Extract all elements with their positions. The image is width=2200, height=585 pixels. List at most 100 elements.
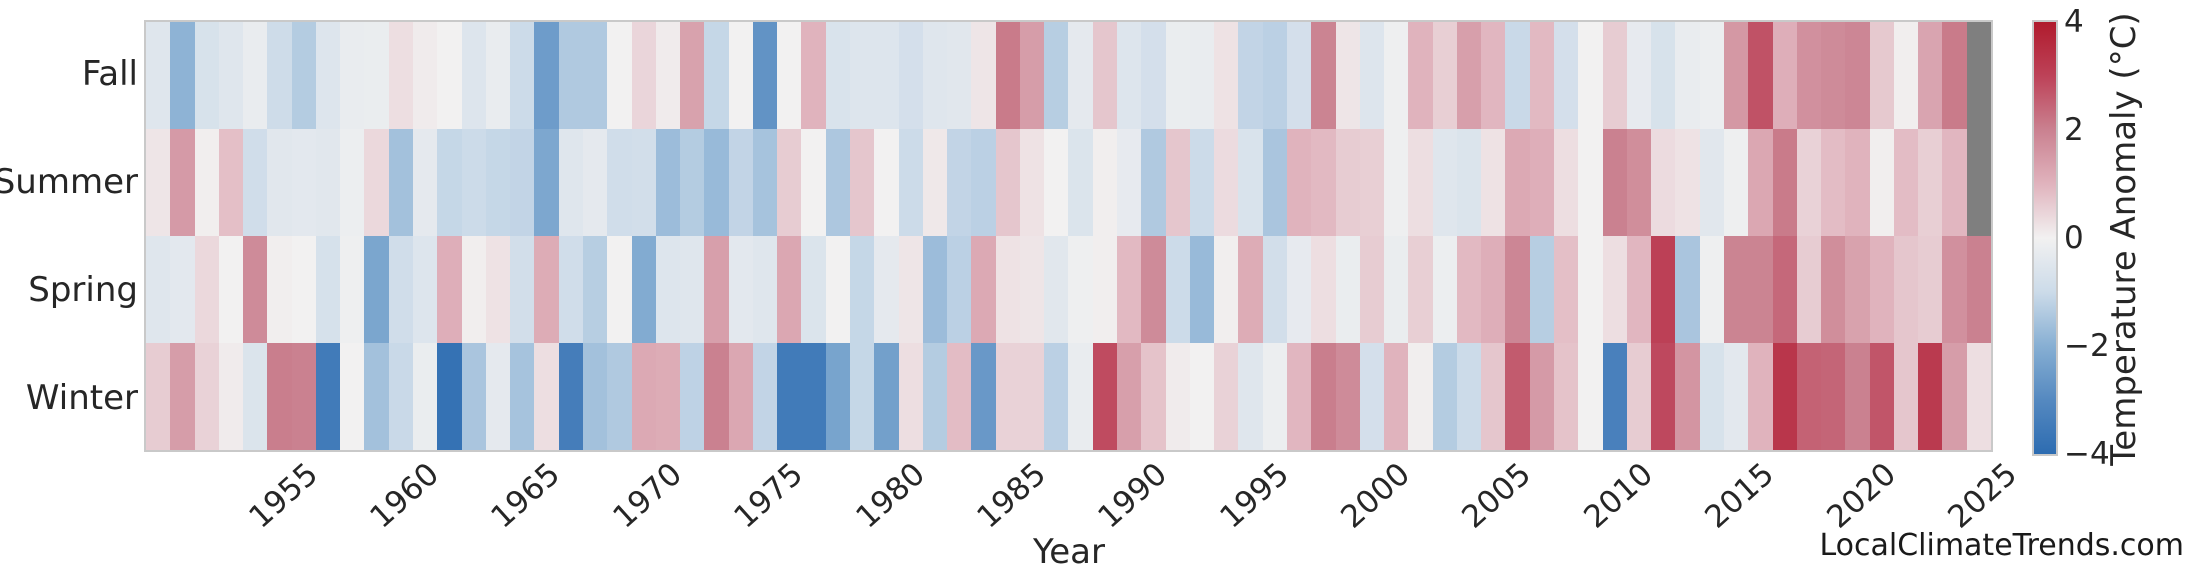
heatmap-cell: [1602, 22, 1627, 129]
x-tick-label-1955: 1955: [241, 456, 325, 536]
heatmap-cell: [1723, 22, 1749, 129]
heatmap-cell: [1529, 22, 1555, 129]
heatmap-cell: [218, 343, 244, 450]
heatmap-cell: [1481, 129, 1506, 236]
colorbar-tick-label-0: 0: [2064, 220, 2084, 256]
heatmap-cell: [1796, 236, 1822, 343]
heatmap-cell: [558, 22, 583, 129]
heatmap-cell: [922, 22, 948, 129]
heatmap-cell: [582, 343, 608, 450]
heatmap-cell: [1189, 343, 1215, 450]
heatmap-cell: [777, 22, 802, 129]
heatmap-cell: [413, 343, 438, 450]
heatmap-cell: [1141, 22, 1166, 129]
heatmap-cell: [1335, 343, 1360, 450]
heatmap-cell: [995, 343, 1020, 450]
heatmap-cell: [1068, 129, 1093, 236]
heatmap-cell: [1092, 22, 1118, 129]
heatmap-cell: [485, 236, 511, 343]
heatmap-cell: [607, 236, 632, 343]
heatmap-cell: [1456, 129, 1482, 236]
heatmap-cell: [461, 22, 486, 129]
heatmap-cell: [340, 129, 365, 236]
heatmap-cell: [1286, 22, 1312, 129]
heatmap-cell: [1481, 22, 1506, 129]
heatmap-cell: [1286, 129, 1312, 236]
heatmap-cell: [607, 22, 632, 129]
heatmap-cell: [315, 129, 341, 236]
heatmap-cell: [655, 129, 681, 236]
heatmap-cell: [1651, 343, 1676, 450]
heatmap-cell: [437, 129, 462, 236]
heatmap-cell: [947, 236, 972, 343]
heatmap-cell: [364, 129, 389, 236]
heatmap-cell: [1214, 236, 1239, 343]
heatmap-cell: [607, 129, 632, 236]
colorbar: [2032, 20, 2058, 456]
heatmap-cell: [728, 22, 753, 129]
heatmap-cell: [1772, 129, 1797, 236]
heatmap-plot-area: [144, 20, 1993, 452]
heatmap-cell: [898, 22, 923, 129]
heatmap-cell: [995, 236, 1020, 343]
heatmap-cell: [971, 343, 996, 450]
heatmap-cell: [922, 129, 948, 236]
heatmap-cell: [801, 129, 826, 236]
heatmap-cell: [1554, 129, 1579, 236]
heatmap-cell: [315, 343, 341, 450]
heatmap-cell: [1918, 236, 1943, 343]
y-tick-label-fall: Fall: [81, 54, 138, 94]
heatmap-cell: [315, 236, 341, 343]
heatmap-cell: [437, 343, 462, 450]
heatmap-cell: [1893, 343, 1919, 450]
heatmap-cell: [947, 22, 972, 129]
heatmap-cell: [413, 129, 438, 236]
heatmap-cell: [1821, 236, 1846, 343]
heatmap-cell: [146, 22, 171, 129]
colorbar-label: Temperature Anomaly (°C): [2104, 12, 2144, 466]
heatmap-cell: [1262, 343, 1287, 450]
heatmap-cell: [850, 22, 875, 129]
heatmap-cell: [1845, 129, 1870, 236]
heatmap-cell: [1554, 236, 1579, 343]
heatmap-cell: [1068, 22, 1093, 129]
heatmap-cell: [291, 343, 316, 450]
heatmap-cell: [874, 22, 899, 129]
heatmap-cell: [1117, 22, 1142, 129]
heatmap-cell: [971, 22, 996, 129]
heatmap-cell: [898, 343, 923, 450]
heatmap-cell: [655, 22, 681, 129]
heatmap-cell: [1578, 236, 1603, 343]
heatmap-cell: [1554, 22, 1579, 129]
heatmap-cell: [728, 236, 753, 343]
heatmap-cell: [1772, 22, 1797, 129]
heatmap-cell: [1311, 129, 1336, 236]
heatmap-cell: [825, 22, 850, 129]
heatmap-cell: [995, 22, 1020, 129]
heatmap-cell: [1748, 129, 1773, 236]
heatmap-cell: [1117, 129, 1142, 236]
heatmap-cell: [1966, 22, 1991, 129]
heatmap-cell: [1845, 343, 1870, 450]
heatmap-cell: [1141, 343, 1166, 450]
heatmap-cell: [947, 343, 972, 450]
colorbar-tick-label--4: −4: [2064, 436, 2110, 472]
heatmap-cell: [607, 343, 632, 450]
heatmap-cell: [582, 22, 608, 129]
heatmap-cell: [898, 129, 923, 236]
heatmap-row-summer: [146, 129, 1991, 236]
heatmap-cell: [680, 22, 705, 129]
heatmap-cell: [1165, 343, 1190, 450]
heatmap-cell: [558, 236, 583, 343]
heatmap-cell: [752, 236, 778, 343]
heatmap-cell: [1675, 22, 1700, 129]
x-tick-label-1960: 1960: [363, 456, 446, 536]
heatmap-cell: [267, 22, 292, 129]
heatmap-cell: [1723, 129, 1749, 236]
heatmap-cell: [1262, 129, 1287, 236]
heatmap-cell: [1044, 236, 1069, 343]
heatmap-cell: [1481, 343, 1506, 450]
heatmap-cell: [534, 22, 559, 129]
heatmap-cell: [971, 129, 996, 236]
heatmap-cell: [1068, 236, 1093, 343]
